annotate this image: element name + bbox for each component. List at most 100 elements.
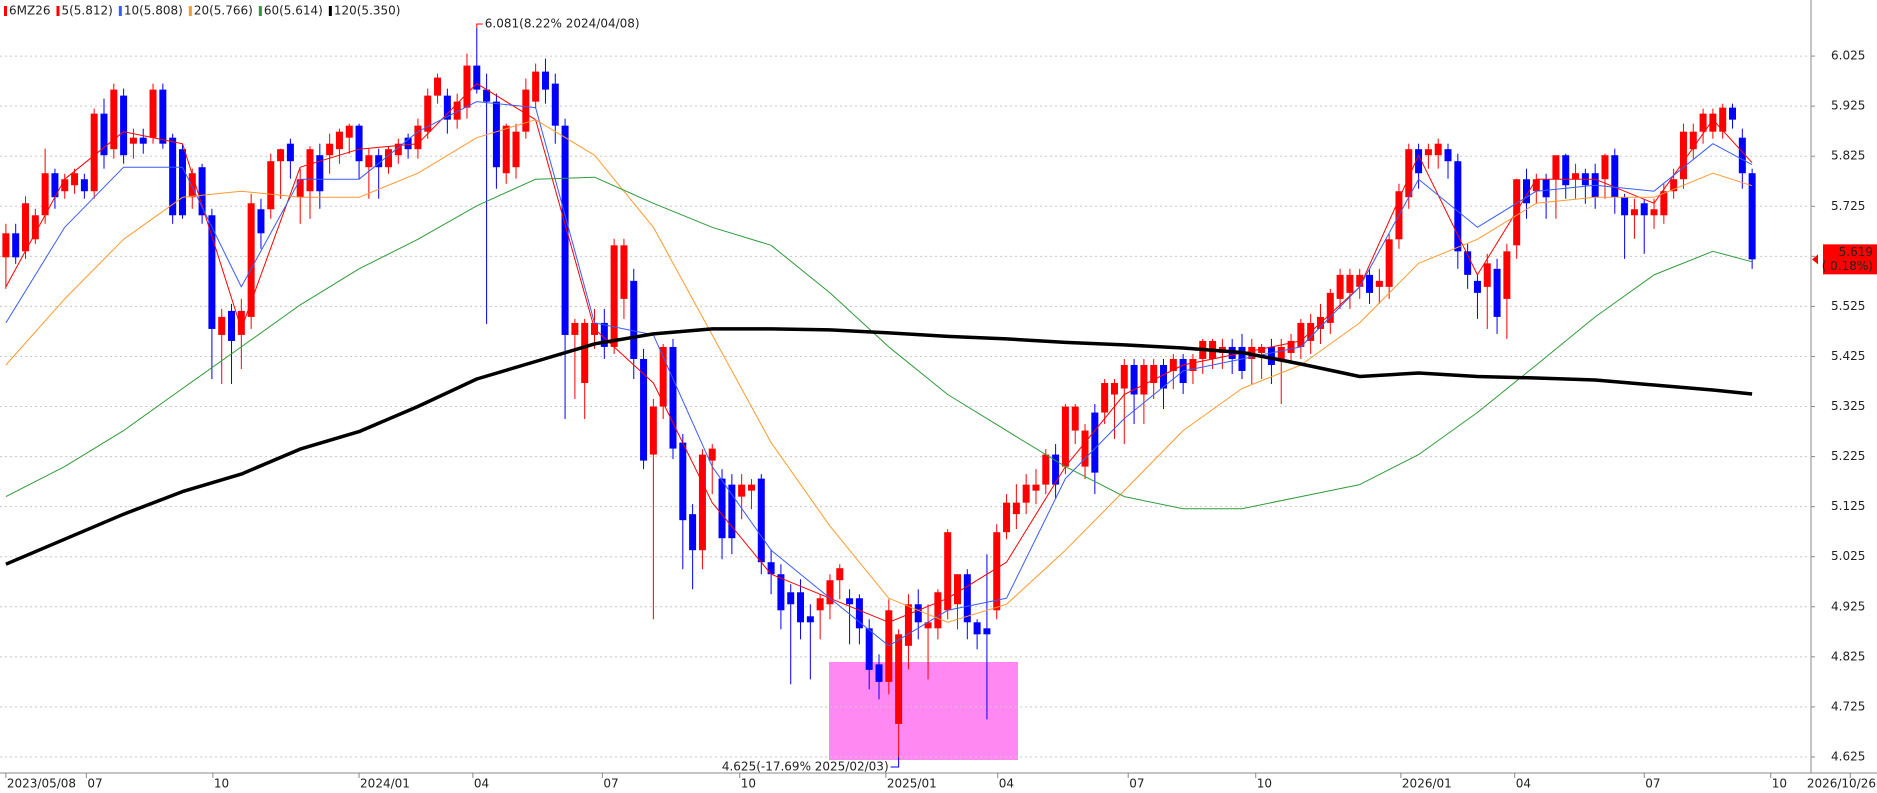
candle-body — [532, 71, 540, 102]
candle-body — [1640, 203, 1648, 216]
legend-label: 10(5.808) — [124, 4, 183, 18]
legend-label: 20(5.766) — [194, 4, 253, 18]
x-tick-label: 2024/01 — [360, 777, 410, 791]
candle-body — [1503, 251, 1511, 299]
candle-body — [512, 131, 520, 168]
candle-body — [1454, 161, 1462, 252]
candle-body — [355, 125, 363, 162]
candle-body — [1738, 137, 1746, 174]
candle-body — [1532, 179, 1540, 192]
candle-body — [1552, 155, 1560, 180]
candle-body — [1375, 280, 1383, 287]
legend-swatch — [56, 6, 60, 16]
candle-body — [2, 233, 10, 258]
candle-body — [630, 280, 638, 359]
candle-body — [1258, 346, 1266, 353]
ma-line — [5, 327, 1753, 566]
candle-body — [934, 592, 942, 629]
candle-body — [1699, 113, 1707, 132]
candle-body — [522, 89, 530, 132]
legend-label: 120(5.350) — [334, 4, 401, 18]
x-tick-label: 10 — [214, 777, 229, 791]
candle-body — [973, 622, 981, 635]
candle-body — [659, 346, 667, 407]
candle-body — [286, 143, 294, 162]
candle-body — [1003, 502, 1011, 533]
candle-body — [826, 580, 834, 605]
candle-body — [1434, 143, 1442, 156]
last-change: ( 0.18%) — [1822, 259, 1873, 273]
candle-body — [1287, 340, 1295, 353]
candle-body — [1719, 107, 1727, 132]
candle-body — [198, 167, 206, 216]
x-tick-label: 04 — [1516, 777, 1531, 791]
x-tick-label: 2023/05/08 — [7, 777, 76, 791]
legend-swatch — [118, 6, 122, 16]
x-tick-label: 2026/10/26 — [1807, 777, 1876, 791]
candle-body — [1032, 484, 1040, 491]
y-tick-label: 5.125 — [1831, 499, 1865, 513]
candle-body — [1650, 209, 1658, 216]
candle-body — [1052, 454, 1060, 485]
candle-body — [1513, 179, 1521, 246]
candle-body — [689, 514, 697, 551]
candle-body — [1572, 173, 1580, 180]
y-tick-label: 5.525 — [1831, 299, 1865, 313]
candle-body — [110, 89, 118, 150]
annotation-high: 6.081(8.22% 2024/04/08) — [485, 17, 640, 31]
candle-body — [434, 77, 442, 96]
last-price-marker — [1812, 254, 1818, 265]
candle-body — [345, 125, 353, 138]
candle-body — [1267, 346, 1275, 365]
candle-body — [375, 155, 383, 168]
candle-body — [1660, 191, 1668, 216]
x-tick-label: 04 — [474, 777, 489, 791]
candle-body — [747, 484, 755, 491]
candle-body — [120, 95, 128, 156]
candle-body — [1689, 131, 1697, 150]
ma-line — [5, 119, 1753, 623]
candle-body — [267, 161, 275, 210]
candle-body — [502, 125, 510, 174]
candle-body — [1346, 274, 1354, 293]
legend-symbol: 6MZ26 — [9, 4, 50, 18]
candle-body — [188, 173, 196, 198]
candle-body — [1022, 484, 1030, 503]
candle-body — [51, 173, 59, 198]
candle-body — [875, 664, 883, 682]
candle-body — [728, 484, 736, 539]
candle-body — [944, 532, 952, 611]
candle-body — [581, 322, 589, 383]
candle-body — [777, 574, 785, 611]
candle-body — [1110, 382, 1118, 395]
legend-swatch — [4, 6, 7, 16]
candle-body — [1709, 113, 1717, 132]
annotation-low: 4.625(-17.69% 2025/02/03) — [722, 760, 889, 774]
candle-body — [424, 95, 432, 132]
candle-body — [1679, 131, 1687, 180]
candle-body — [1071, 406, 1079, 431]
y-tick-label: 5.725 — [1831, 199, 1865, 213]
candle-body — [1630, 209, 1638, 216]
legend-swatch — [328, 6, 332, 16]
annotation-leader — [890, 756, 900, 768]
candle-body — [1366, 274, 1374, 293]
candle-body — [414, 125, 422, 150]
candle-body — [1611, 155, 1619, 198]
candle-body — [561, 125, 569, 335]
candle-body — [12, 233, 20, 258]
candle-body — [31, 215, 39, 240]
last-price-box — [1823, 244, 1877, 275]
candle-body — [1189, 358, 1197, 371]
y-tick-label: 6.025 — [1831, 49, 1865, 63]
candle-body — [365, 155, 373, 168]
candle-body — [1483, 263, 1491, 287]
ma-line — [5, 176, 1753, 510]
candle-body — [669, 346, 677, 449]
legend-swatch — [188, 6, 192, 16]
candle-body — [394, 143, 402, 156]
candle-body — [757, 478, 765, 563]
candle-body — [80, 179, 88, 192]
candle-body — [247, 203, 255, 317]
